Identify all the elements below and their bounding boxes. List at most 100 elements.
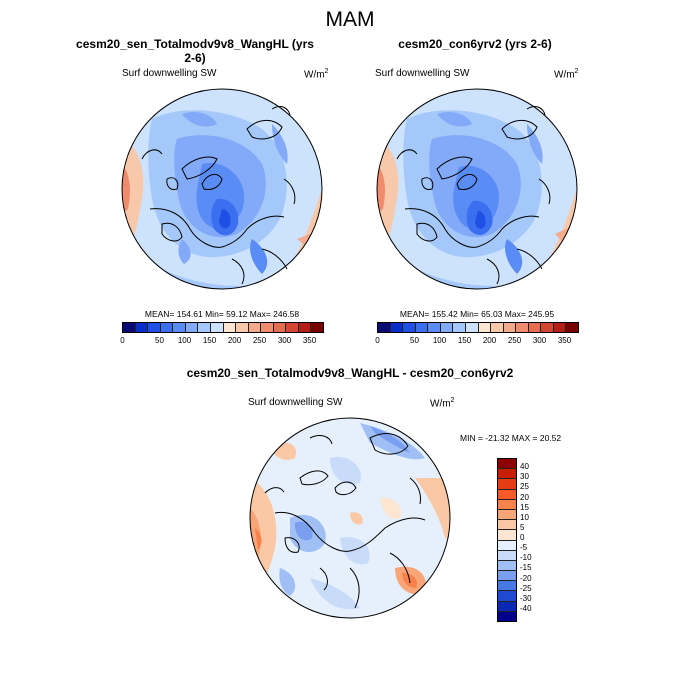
diff-colorbar-tick-label: 10 — [520, 512, 529, 522]
diff-colorbar-swatch-9 — [498, 550, 516, 561]
panel-1-colorbar-ticks: 0 50 100 150 200 250 300 350 — [120, 336, 322, 348]
diff-colorbar-swatch-7 — [498, 530, 516, 541]
panel-2-units-label: W/m2 — [554, 68, 579, 81]
panel-2-colorbar-swatch-1 — [390, 323, 404, 332]
panel-2-colorbar-swatch-4 — [428, 323, 441, 332]
panel-2-colorbar-swatch-0 — [378, 323, 391, 332]
diff-colorbar-swatch-3 — [498, 489, 516, 500]
panel-2-colorbar-tick-label: 200 — [482, 336, 497, 345]
panel-1-colorbar-swatch-12 — [273, 323, 287, 332]
diff-panel-variable-label: Surf downwelling SW — [248, 397, 343, 408]
panel-2-colorbar-swatch-15 — [566, 323, 578, 332]
diff-colorbar-swatch-15 — [498, 611, 516, 621]
diff-colorbar-swatch-4 — [498, 499, 516, 510]
panel-2-colorbar-swatch-6 — [453, 323, 466, 332]
diff-colorbar-swatch-12 — [498, 581, 516, 592]
panel-2-colorbar-swatch-8 — [478, 323, 492, 332]
diff-panel-units-label: W/m2 — [430, 397, 455, 410]
diff-colorbar-swatch-13 — [498, 591, 516, 602]
diff-colorbar-swatch-2 — [498, 479, 516, 490]
panel-1-colorbar-tick-label: 250 — [252, 336, 267, 345]
panel-2-colorbar-swatch-12 — [528, 323, 542, 332]
panel-2-colorbar-swatch-2 — [403, 323, 416, 332]
panel-1-colorbar-swatch-8 — [223, 323, 237, 332]
diff-colorbar-tick-label: 15 — [520, 502, 529, 512]
panel-1-title: cesm20_sen_Totalmodv9v8_WangHL (yrs 2-6) — [76, 37, 314, 65]
diff-colorbar-tick-label: -25 — [520, 583, 532, 593]
panel-2-colorbar-swatch-5 — [440, 323, 454, 332]
diff-colorbar-tick-label: -15 — [520, 563, 532, 573]
panel-1-colorbar-tick-label: 350 — [302, 336, 317, 345]
panel-1-colorbar-tick-label: 300 — [277, 336, 292, 345]
diff-colorbar-tick-label: 25 — [520, 482, 529, 492]
diff-colorbar-swatch-6 — [498, 520, 516, 531]
panel-1-polar-map — [121, 88, 323, 290]
diff-colorbar-tick-label: 30 — [520, 472, 529, 482]
panel-1-colorbar-tick-label: 50 — [155, 336, 164, 345]
panel-1-colorbar-swatch-1 — [135, 323, 149, 332]
panel-2-stats: MEAN= 155.42 Min= 65.03 Max= 245.95 — [399, 309, 555, 319]
map-border — [121, 88, 323, 290]
panel-2-title: cesm20_con6yrv2 (yrs 2-6) — [398, 37, 552, 51]
diff-colorbar-swatch-5 — [498, 509, 516, 521]
diff-colorbar-swatch-14 — [498, 601, 516, 612]
coastlines — [264, 433, 426, 609]
panel-2-colorbar-ticks: 0 50 100 150 200 250 300 350 — [375, 336, 577, 348]
panel-2-colorbar-tick-label: 250 — [507, 336, 522, 345]
panel-1-colorbar-swatch-6 — [198, 323, 211, 332]
panel-1-colorbar-swatch-11 — [261, 323, 274, 332]
panel-1-colorbar-swatch-4 — [173, 323, 186, 332]
panel-2-colorbar-tick-label: 300 — [532, 336, 547, 345]
panel-2-colorbar-tick-label: 150 — [457, 336, 472, 345]
panel-2-colorbar-swatch-11 — [516, 323, 529, 332]
diff-colorbar-swatch-0 — [498, 459, 516, 470]
diff-colorbar-tick-label: 20 — [520, 492, 529, 502]
diff-colorbar-tick-label: -20 — [520, 573, 532, 583]
panel-1-stats: MEAN= 154.61 Min= 59.12 Max= 246.58 — [144, 309, 300, 319]
panel-1-colorbar-tick-label: 200 — [227, 336, 242, 345]
panel-1-colorbar-tick-label: 150 — [202, 336, 217, 345]
diff-colorbar-swatch-11 — [498, 571, 516, 582]
panel-1-colorbar-swatch-0 — [123, 323, 136, 332]
panel-2-colorbar-tick-label: 350 — [557, 336, 572, 345]
panel-1-colorbar-swatch-7 — [210, 323, 224, 332]
figure-title: MAM — [325, 8, 375, 31]
panel-2-colorbar — [377, 322, 579, 333]
panel-2-colorbar-swatch-7 — [465, 323, 479, 332]
panel-2-colorbar-swatch-14 — [553, 323, 567, 332]
panel-2-colorbar-tick-label: 0 — [375, 336, 380, 345]
diff-colorbar-tick-label: -40 — [520, 603, 532, 613]
diff-panel-polar-map — [249, 417, 451, 619]
panel-1-colorbar-swatch-14 — [298, 323, 312, 332]
map-border — [249, 417, 451, 619]
diff-colorbar-tick-label: 0 — [520, 533, 525, 542]
panel-2-colorbar-swatch-9 — [491, 323, 504, 332]
panel-1-colorbar-swatch-3 — [160, 323, 174, 332]
diff-colorbar-tick-label: 5 — [520, 522, 525, 532]
panel-1-colorbar-swatch-13 — [286, 323, 299, 332]
panel-2-colorbar-tick-label: 50 — [410, 336, 419, 345]
diff-colorbar-tick-label: -10 — [520, 553, 532, 563]
panel-1-variable-label: Surf downwelling SW — [122, 68, 217, 79]
panel-1-colorbar-swatch-9 — [236, 323, 249, 332]
diff-colorbar-tick-label: -5 — [520, 543, 528, 553]
panel-1-colorbar — [122, 322, 324, 333]
panel-2-variable-label: Surf downwelling SW — [375, 68, 470, 79]
panel-2-colorbar-tick-label: 100 — [432, 336, 447, 345]
diff-panel-stats: MIN = -21.32 MAX = 20.52 — [460, 433, 562, 443]
coastlines — [141, 106, 296, 285]
diff-panel-title: cesm20_sen_Totalmodv9v8_WangHL - cesm20_… — [186, 366, 514, 380]
panel-2-colorbar-swatch-10 — [503, 323, 517, 332]
diff-colorbar-ticks: 40 30 25 20 15 10 5 0 -5 -10 -15 -20 -25 -30 -40 — [520, 458, 560, 620]
diff-colorbar-tick-label: -30 — [520, 593, 532, 603]
panel-2-colorbar-swatch-3 — [415, 323, 429, 332]
panel-1-colorbar-tick-label: 0 — [120, 336, 125, 345]
panel-2-colorbar-swatch-13 — [541, 323, 554, 332]
panel-1-colorbar-swatch-5 — [185, 323, 199, 332]
panel-2-polar-map — [376, 88, 578, 290]
panel-1-colorbar-tick-label: 100 — [177, 336, 192, 345]
diff-colorbar-swatch-8 — [498, 540, 516, 551]
diff-colorbar-tick-label: 40 — [520, 462, 529, 472]
diff-colorbar-swatch-10 — [498, 560, 516, 572]
panel-1-colorbar-swatch-2 — [148, 323, 161, 332]
